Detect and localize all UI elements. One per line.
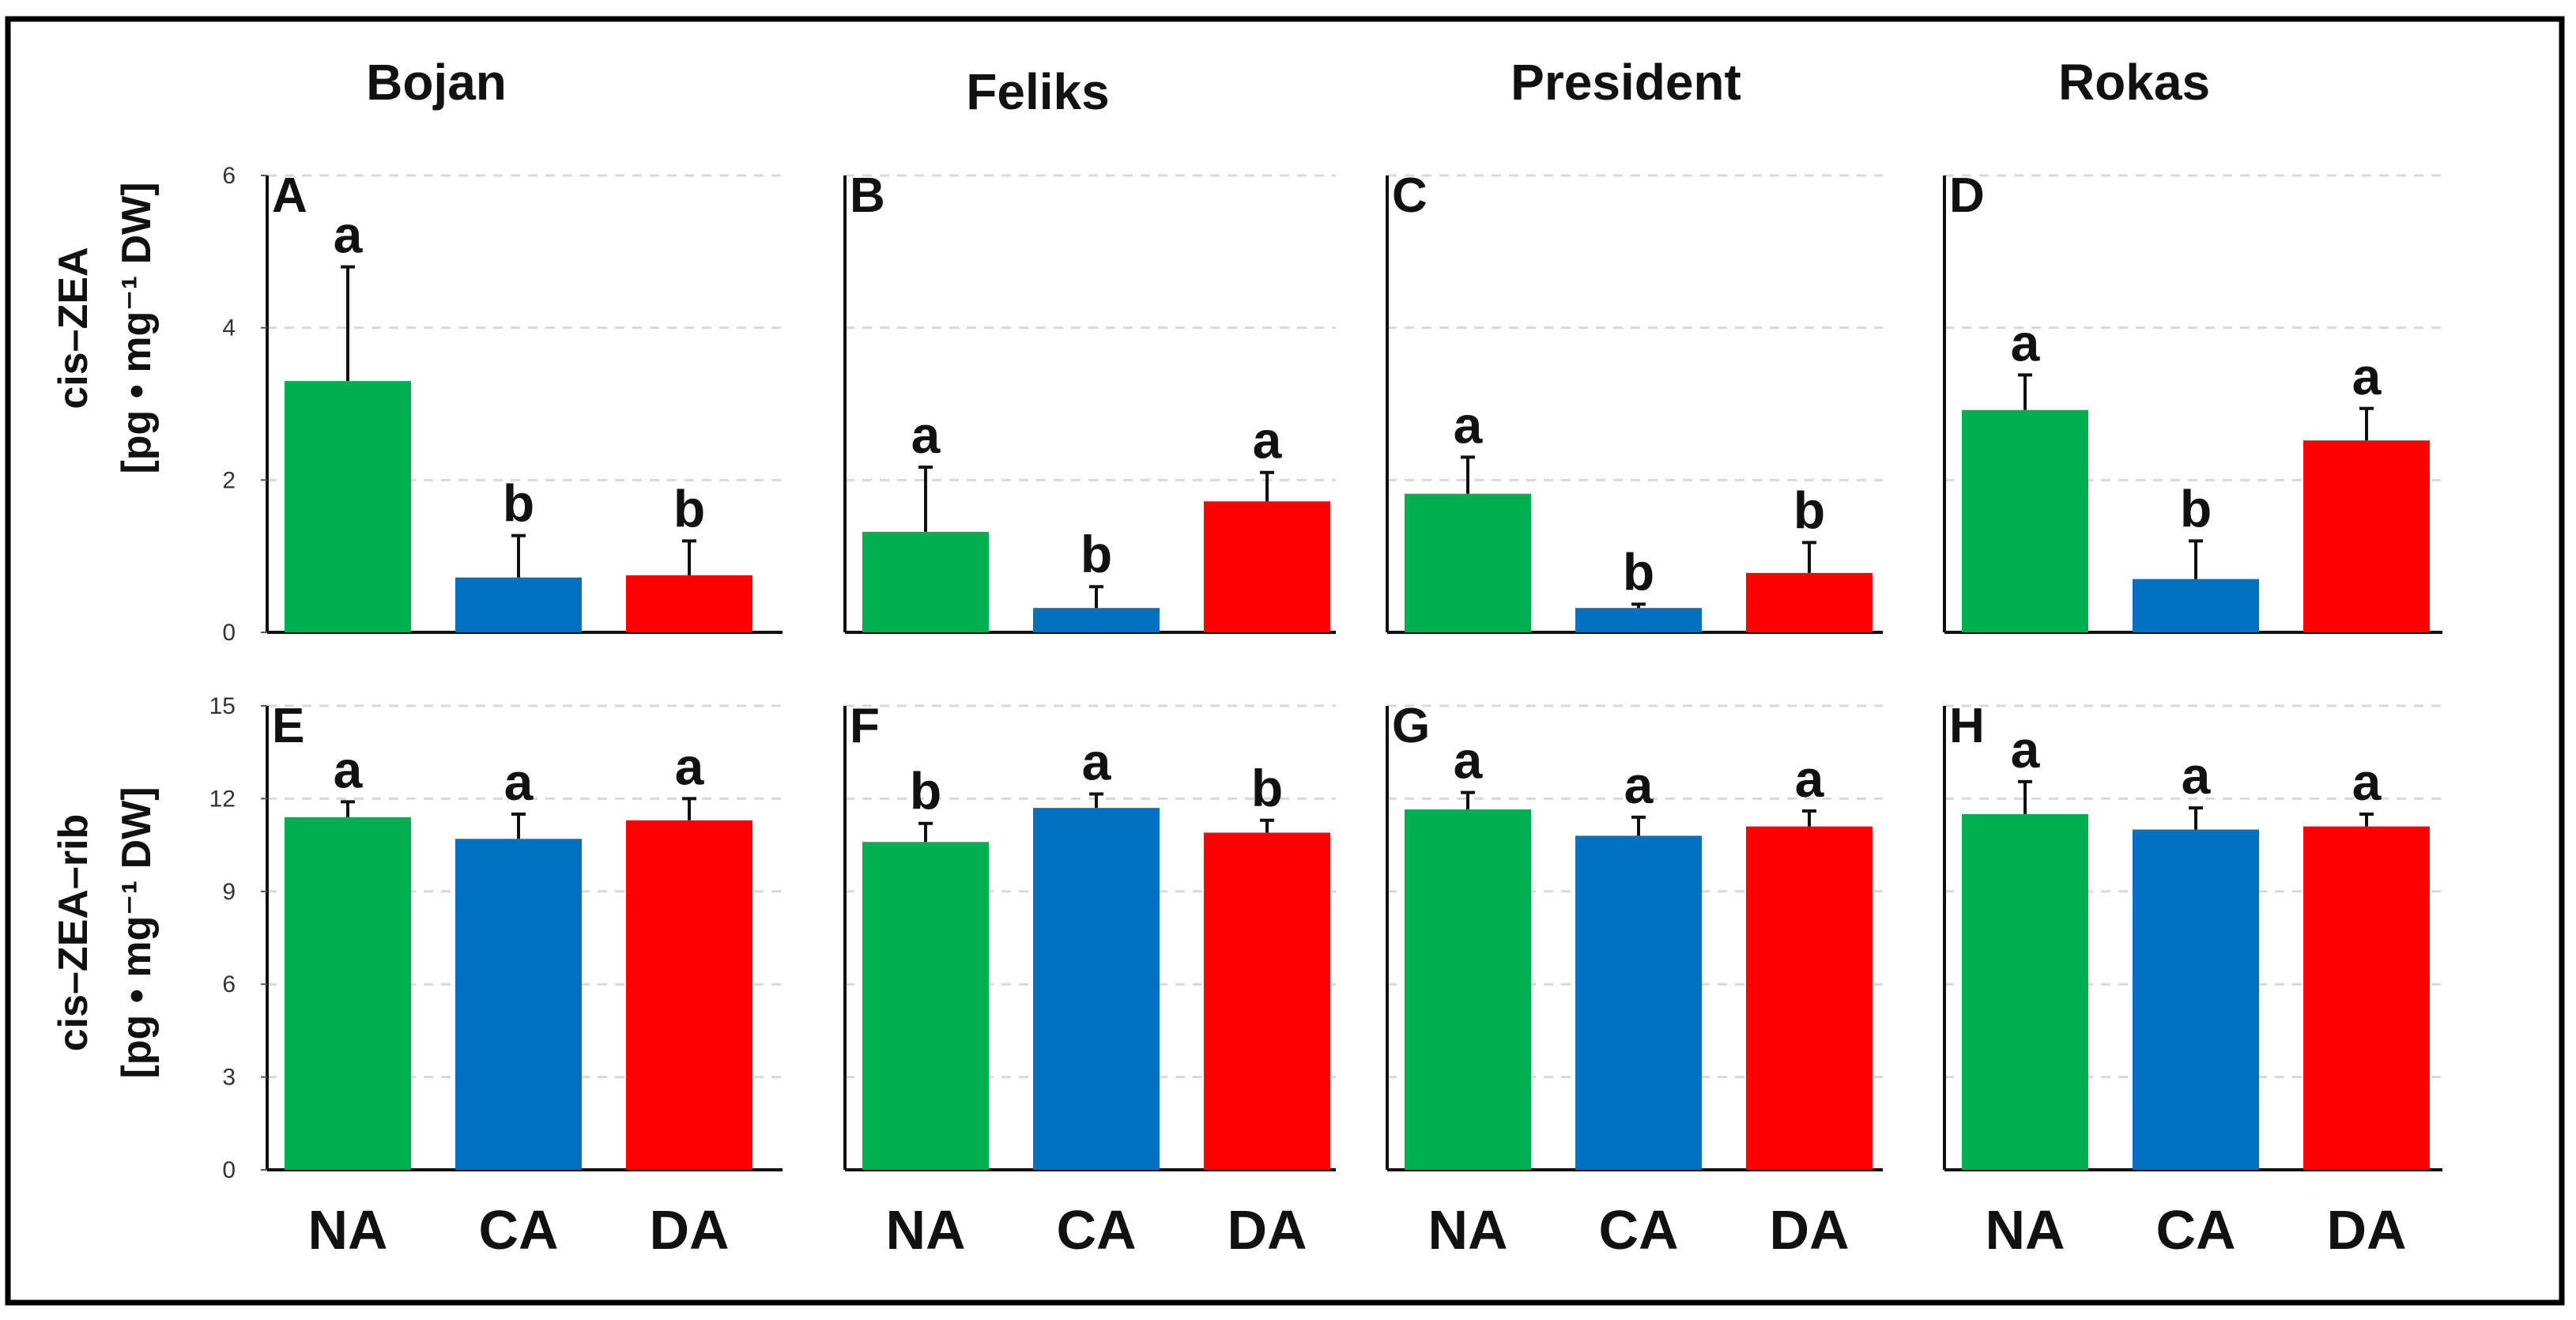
panel-b: Ba b a (843, 168, 1336, 634)
bar-ca (1033, 808, 1160, 1170)
significance-letter: a (2182, 746, 2212, 805)
significance-letter: b (2180, 479, 2212, 537)
category-label-ca: CA (478, 1199, 558, 1261)
y-tick-label: 4 (222, 315, 236, 341)
category-label-ca: CA (1598, 1199, 1678, 1261)
ylabel-row-1-line1: cis–ZEA (51, 247, 96, 409)
cultivar-title-rokas: Rokas (2058, 54, 2210, 111)
bar-da (1746, 826, 1873, 1170)
ylabel-row-2: cis–ZEA–rib [pg • mg⁻¹ DW] (51, 786, 160, 1078)
significance-letter: b (673, 479, 705, 537)
y-tick-label: 6 (222, 971, 236, 998)
bar-na (285, 817, 411, 1170)
bar-na (1405, 493, 1531, 632)
y-tick-label: 2 (222, 467, 236, 493)
bar-da (2303, 440, 2430, 632)
significance-letter: b (910, 762, 941, 820)
panel-letter: H (1949, 699, 1985, 753)
category-label-da: DA (1769, 1199, 1849, 1261)
significance-letter: a (911, 405, 941, 464)
y-tick-label: 9 (222, 879, 236, 905)
cultivar-title-president: President (1511, 54, 1741, 111)
ylabel-row-1: cis–ZEA [pg • mg⁻¹ DW] (51, 182, 160, 473)
category-label-na: NA (1985, 1199, 2065, 1261)
significance-letter: a (334, 740, 364, 798)
category-label-da: DA (1227, 1199, 1307, 1261)
panels: 0 2 4 6 Aa b b Ba b a Ca b b Da b a 0 3 6 9 12 15 Ea a a Fb a b Ga a a… (209, 163, 2442, 1183)
category-label-na: NA (307, 1199, 387, 1261)
bar-da (1204, 832, 1330, 1170)
panel-a: 0 2 4 6 Aa b b (222, 163, 783, 646)
bar-ca (2133, 829, 2259, 1170)
category-label-na: NA (885, 1199, 965, 1261)
bar-ca (455, 839, 582, 1170)
bar-ca (2133, 579, 2259, 632)
significance-letter: b (503, 474, 534, 533)
category-label-da: DA (2326, 1199, 2406, 1261)
category-labels: NA CA DA NA CA DA NA CA DA NA CA DA (307, 1199, 2406, 1261)
significance-letter: b (1793, 481, 1825, 539)
panel-d: Da b a (1943, 168, 2442, 634)
panel-letter: E (272, 699, 304, 753)
significance-letter: a (2011, 720, 2041, 779)
bar-ca (1575, 608, 1702, 632)
panel-letter: A (272, 168, 307, 223)
ylabel-row-2-line2: [pg • mg⁻¹ DW] (114, 786, 160, 1078)
significance-letter: a (2352, 752, 2382, 811)
significance-letter: a (1082, 733, 1112, 791)
panel-c: Ca b b (1386, 168, 1883, 634)
y-tick-label: 3 (222, 1065, 236, 1091)
category-label-na: NA (1428, 1199, 1507, 1261)
y-tick-label: 15 (209, 693, 236, 719)
bar-na (1962, 409, 2088, 632)
y-tick-label: 0 (222, 1157, 236, 1183)
panel-letter: G (1392, 699, 1430, 753)
category-label-ca: CA (1056, 1199, 1136, 1261)
category-label-da: DA (649, 1199, 729, 1261)
bar-da (1204, 501, 1330, 632)
bar-ca (1033, 608, 1160, 632)
significance-letter: a (675, 737, 705, 795)
bar-da (626, 575, 752, 632)
y-tick-label: 12 (209, 786, 236, 812)
significance-letter: a (1454, 731, 1484, 790)
bar-ca (1575, 835, 1702, 1170)
bar-na (862, 531, 989, 632)
significance-letter: a (1795, 749, 1825, 808)
significance-letter: a (504, 752, 534, 811)
bar-da (1746, 572, 1873, 632)
panel-letter: F (850, 699, 880, 753)
panel-g: Ga a a (1386, 699, 1883, 1171)
significance-letter: a (2011, 313, 2041, 371)
significance-letter: a (1253, 411, 1283, 470)
cultivar-title-bojan: Bojan (366, 54, 507, 111)
significance-letter: a (1624, 756, 1654, 814)
bar-da (626, 820, 752, 1170)
y-tick-label: 0 (222, 620, 236, 646)
significance-letter: b (1081, 525, 1112, 583)
panel-letter: B (850, 168, 885, 223)
bar-da (2303, 826, 2430, 1170)
bar-na (862, 842, 989, 1170)
bar-na (285, 381, 411, 632)
bar-na (1405, 809, 1531, 1170)
cultivar-title-feliks: Feliks (966, 63, 1109, 120)
significance-letter: a (2352, 347, 2382, 405)
ylabel-row-1-line2: [pg • mg⁻¹ DW] (114, 182, 160, 473)
bar-na (1962, 813, 2088, 1170)
panel-letter: D (1949, 168, 1985, 223)
significance-letter: a (1454, 395, 1484, 454)
panel-f: Fb a b (843, 699, 1336, 1171)
ylabel-row-2-line1: cis–ZEA–rib (51, 814, 96, 1052)
bar-ca (455, 577, 582, 632)
significance-letter: a (334, 206, 364, 264)
panel-e: 0 3 6 9 12 15 Ea a a (209, 693, 783, 1183)
panel-letter: C (1392, 168, 1428, 223)
significance-letter: b (1623, 542, 1654, 601)
y-tick-label: 6 (222, 163, 236, 189)
category-label-ca: CA (2155, 1199, 2235, 1261)
significance-letter: b (1251, 759, 1283, 817)
